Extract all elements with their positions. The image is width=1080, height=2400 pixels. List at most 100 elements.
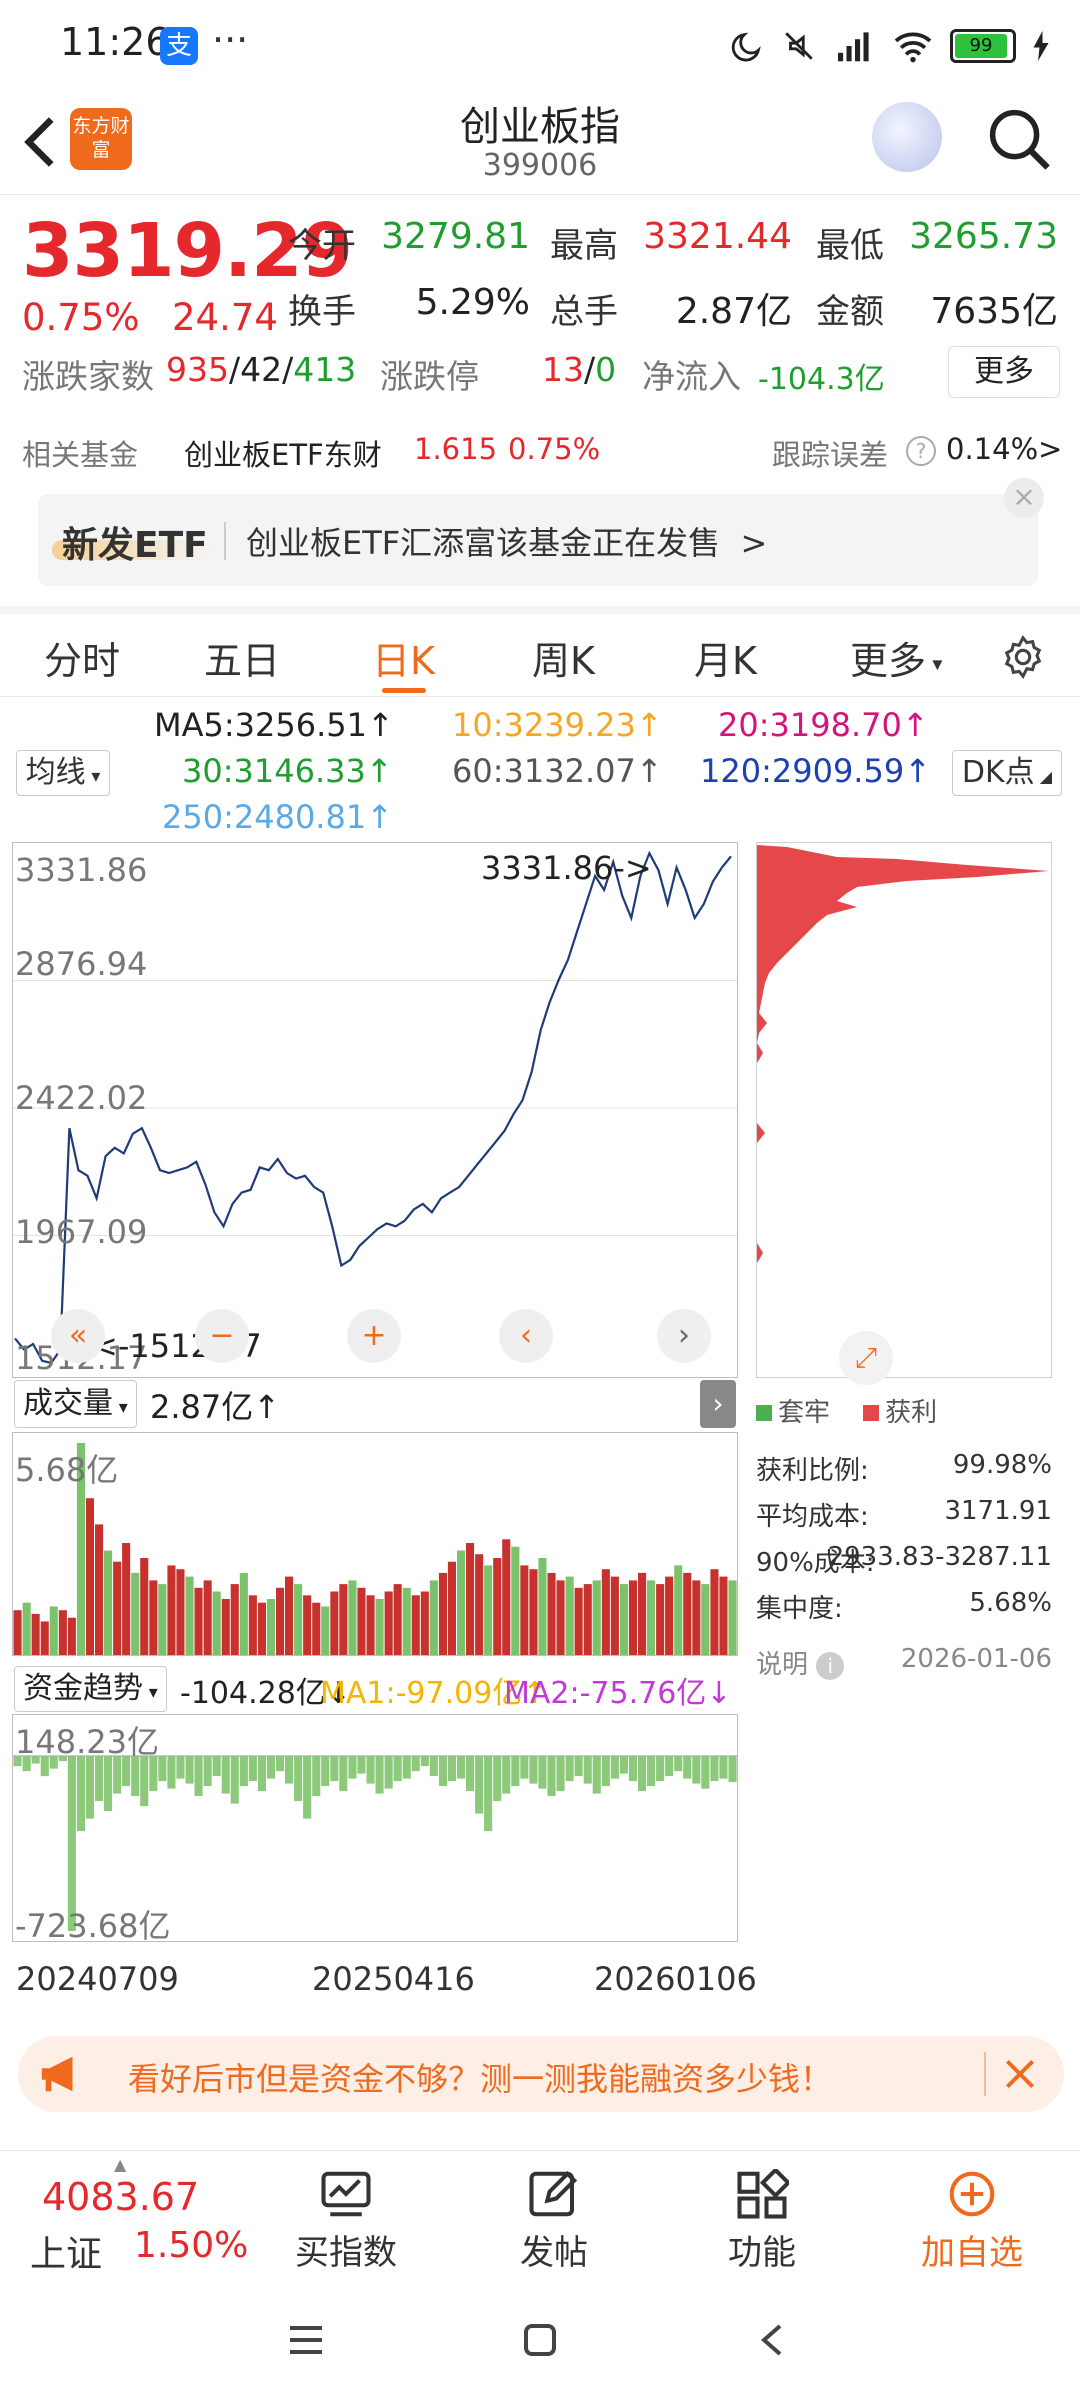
avg-cost-label: 平均成本: bbox=[756, 1502, 869, 1532]
volume-bar bbox=[647, 1580, 656, 1655]
menu-icon[interactable] bbox=[286, 2322, 326, 2358]
more-dots-icon: ··· bbox=[212, 18, 249, 62]
volume-bar bbox=[556, 1580, 565, 1655]
tab-daily-k[interactable]: 日K bbox=[372, 639, 435, 683]
sse-index-pct[interactable]: 1.50% bbox=[134, 2225, 249, 2266]
volume-bar bbox=[312, 1602, 321, 1655]
volume-bar bbox=[185, 1576, 194, 1655]
scroll-left-icon[interactable]: ‹ bbox=[499, 1309, 553, 1363]
chevron-right-icon[interactable]: > bbox=[1038, 432, 1063, 466]
price-chart-panel[interactable]: 3331.86 2876.94 2422.02 1967.09 1512.17 … bbox=[12, 842, 738, 1378]
tab-more[interactable]: 更多 ▾ bbox=[850, 639, 943, 683]
volume-value: 2.87亿 bbox=[675, 291, 792, 332]
system-nav-bar bbox=[0, 2278, 1080, 2400]
add-watchlist-button[interactable]: 加自选 bbox=[902, 2169, 1042, 2274]
ma20-value: 20:3198.70↑ bbox=[718, 706, 929, 744]
settings-gear-icon[interactable] bbox=[1000, 634, 1046, 680]
volume-bar bbox=[13, 1610, 22, 1655]
tab-five-day[interactable]: 五日 bbox=[204, 639, 281, 683]
scroll-right-icon[interactable]: › bbox=[657, 1309, 711, 1363]
chip-date: 2026-01-06 bbox=[900, 1644, 1052, 1674]
price-series-line bbox=[14, 850, 732, 1365]
volume-bar bbox=[583, 1584, 592, 1655]
indicator-selector-fund-trend[interactable]: 资金趋势 ▾ bbox=[14, 1666, 167, 1712]
volume-bar bbox=[547, 1572, 556, 1655]
zoom-out-icon[interactable]: − bbox=[195, 1309, 249, 1363]
fund-trend-chart-panel[interactable]: 148.23亿 -723.68亿 bbox=[12, 1714, 738, 1945]
fund-flow-bar bbox=[628, 1756, 637, 1782]
expand-icon[interactable]: ⤢ bbox=[839, 1331, 893, 1385]
fund-flow-bar bbox=[447, 1756, 456, 1782]
eastmoney-logo[interactable]: 东方财富 bbox=[70, 108, 132, 170]
volume-bar bbox=[574, 1587, 583, 1655]
fund-flow-bar bbox=[538, 1756, 547, 1789]
back-arrow-icon[interactable] bbox=[20, 114, 60, 170]
more-button[interactable]: 更多 bbox=[948, 346, 1060, 398]
battery-icon: 99 bbox=[950, 29, 1016, 63]
functions-button[interactable]: 功能 bbox=[692, 2169, 832, 2274]
indicator-selector-volume[interactable]: 成交量 ▾ bbox=[14, 1380, 137, 1428]
close-icon[interactable] bbox=[1002, 2056, 1038, 2092]
volume-bar bbox=[420, 1591, 429, 1655]
volume-bar bbox=[40, 1621, 49, 1655]
fund-trend-ma2: MA2:-75.76亿↓ bbox=[504, 1676, 732, 1711]
financing-promo-banner[interactable]: 看好后市但是资金不够？测一测我能融资多少钱！ bbox=[18, 2036, 1064, 2112]
assistant-robot-icon[interactable] bbox=[872, 102, 942, 172]
ma-selector-button[interactable]: 均线 ▾ bbox=[16, 750, 110, 796]
volume-bar bbox=[683, 1572, 692, 1655]
open-label: 今开 bbox=[288, 226, 356, 266]
related-fund-name[interactable]: 创业板ETF东财 bbox=[184, 438, 382, 472]
fund-flow-bar bbox=[692, 1756, 701, 1784]
limit-label: 涨跌停 bbox=[380, 357, 479, 396]
chip-distribution-panel[interactable]: ⤢ bbox=[756, 842, 1052, 1385]
volume-bar bbox=[475, 1554, 484, 1655]
volume-bar bbox=[429, 1580, 438, 1655]
fund-flow-bar bbox=[656, 1756, 665, 1782]
low-value: 3265.73 bbox=[909, 216, 1058, 257]
fund-flow-bar bbox=[95, 1756, 104, 1802]
dk-point-button[interactable]: DK点 ◢ bbox=[952, 750, 1062, 796]
price-chart bbox=[13, 850, 737, 1365]
volume-bar bbox=[203, 1580, 212, 1655]
help-icon[interactable]: ? bbox=[906, 436, 936, 466]
ma120-value: 120:2909.59↑ bbox=[700, 752, 931, 790]
fund-flow-bar bbox=[366, 1756, 375, 1784]
home-icon[interactable] bbox=[520, 2320, 560, 2360]
fund-flow-bar bbox=[67, 1756, 76, 1932]
volume-bar bbox=[610, 1576, 619, 1655]
volume-bar bbox=[366, 1595, 375, 1655]
close-icon[interactable]: × bbox=[1004, 478, 1044, 518]
fund-flow-bar bbox=[393, 1756, 402, 1782]
buy-index-button[interactable]: 买指数 bbox=[276, 2169, 416, 2274]
tab-monthly-k[interactable]: 月K bbox=[694, 639, 757, 683]
tracking-error-label[interactable]: 跟踪误差 bbox=[772, 438, 889, 472]
post-button[interactable]: 发帖 bbox=[484, 2169, 624, 2274]
scroll-left-fast-icon[interactable]: « bbox=[51, 1309, 105, 1363]
fund-flow-bar bbox=[248, 1756, 257, 1782]
volume-bar bbox=[538, 1558, 547, 1655]
back-icon[interactable] bbox=[754, 2320, 790, 2360]
fund-flow-bar bbox=[710, 1756, 719, 1782]
chip-note[interactable]: 说明 i bbox=[756, 1644, 845, 1681]
search-icon[interactable] bbox=[986, 106, 1052, 172]
zoom-in-icon[interactable]: + bbox=[347, 1309, 401, 1363]
sse-index-name[interactable]: 上证 bbox=[30, 2234, 103, 2275]
ma5-value: MA5:3256.51↑ bbox=[154, 706, 394, 744]
fund-flow-bar bbox=[22, 1756, 31, 1772]
fund-flow-bar bbox=[420, 1756, 429, 1767]
fund-trend-current: -104.28亿↓ bbox=[180, 1676, 351, 1711]
sse-index-value[interactable]: 4083.67 bbox=[42, 2175, 200, 2219]
fund-flow-bar bbox=[149, 1756, 158, 1792]
fund-flow-bar bbox=[321, 1756, 330, 1787]
tab-weekly-k[interactable]: 周K bbox=[532, 639, 595, 683]
expand-up-icon[interactable]: ▲ bbox=[114, 2155, 127, 2174]
new-etf-banner[interactable]: 新发ETF 创业板ETF汇添富该基金正在发售 > × bbox=[38, 478, 1044, 586]
tab-intraday[interactable]: 分时 bbox=[44, 639, 121, 683]
ma30-value: 30:3146.33↑ bbox=[182, 752, 393, 790]
volume-chart-panel[interactable]: 5.68亿 bbox=[12, 1432, 738, 1656]
collapse-arrow-icon[interactable]: › bbox=[700, 1380, 736, 1428]
charging-icon bbox=[1033, 31, 1049, 61]
wifi-icon bbox=[894, 32, 932, 63]
fund-flow-bar bbox=[185, 1756, 194, 1784]
fund-flow-bar bbox=[493, 1756, 502, 1802]
